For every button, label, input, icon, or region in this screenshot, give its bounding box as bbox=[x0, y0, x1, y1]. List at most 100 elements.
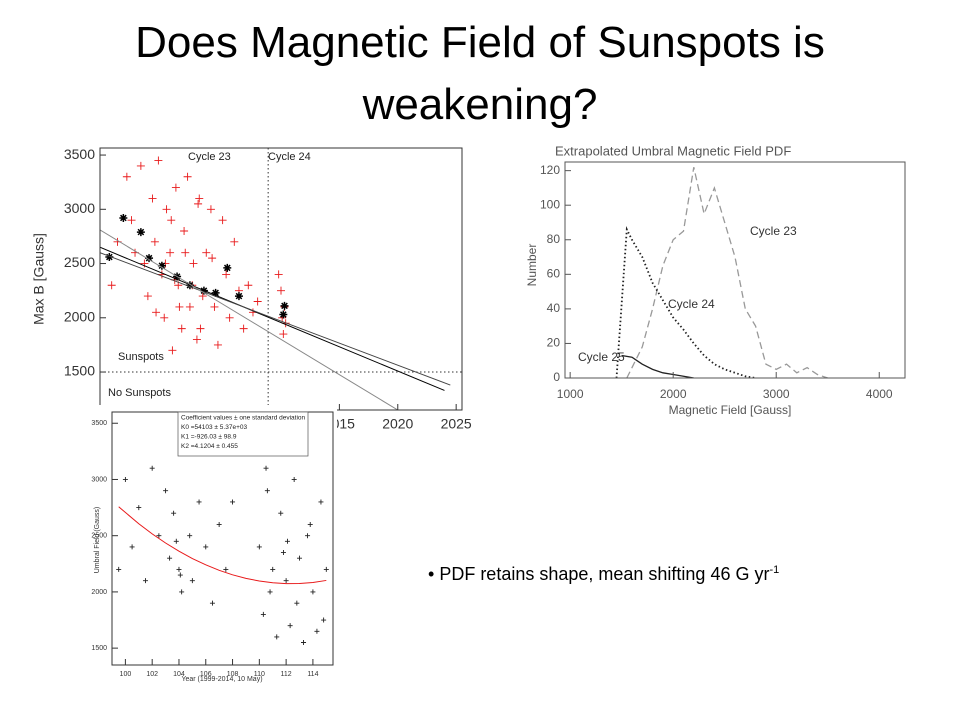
point bbox=[148, 194, 157, 203]
x-tick-label: 1000 bbox=[557, 387, 584, 401]
x-tick-label: 110 bbox=[254, 671, 265, 678]
point bbox=[234, 292, 243, 301]
point bbox=[230, 499, 236, 505]
point bbox=[177, 572, 183, 578]
point bbox=[196, 324, 205, 333]
slide-title: Does Magnetic Field of Sunspots is weake… bbox=[135, 18, 825, 129]
annotation: Cycle 23 bbox=[188, 151, 231, 163]
y-tick-label: 40 bbox=[547, 301, 561, 315]
y-tick-label: 3500 bbox=[91, 420, 107, 427]
legend-text: K1 =-926.03 ± 98.9 bbox=[181, 434, 237, 441]
y-tick-label: 0 bbox=[553, 370, 560, 384]
point bbox=[274, 634, 280, 640]
point bbox=[150, 237, 159, 246]
legend-text: K2 =4.1204 ± 0.455 bbox=[181, 443, 238, 450]
x-tick-label: 112 bbox=[281, 671, 292, 678]
point bbox=[206, 205, 215, 214]
point bbox=[277, 286, 285, 295]
y-tick-label: 3000 bbox=[64, 200, 95, 216]
y-tick-label: 1500 bbox=[64, 363, 95, 379]
point bbox=[189, 259, 198, 268]
point bbox=[256, 544, 262, 550]
series-line bbox=[100, 246, 445, 391]
series-label: Cycle 25 bbox=[578, 350, 625, 364]
point bbox=[145, 254, 154, 263]
point bbox=[270, 566, 276, 572]
point bbox=[171, 510, 177, 516]
point bbox=[294, 600, 300, 606]
point bbox=[152, 308, 161, 317]
point bbox=[162, 205, 171, 214]
point bbox=[157, 261, 166, 270]
point bbox=[195, 194, 204, 203]
series-label: Cycle 23 bbox=[750, 224, 797, 238]
point bbox=[194, 199, 203, 208]
point bbox=[222, 270, 231, 279]
point bbox=[307, 521, 313, 527]
point bbox=[187, 533, 193, 539]
point bbox=[203, 544, 209, 550]
point bbox=[122, 172, 131, 181]
plot-area bbox=[116, 443, 329, 646]
annotation: Sunspots bbox=[118, 351, 164, 363]
plot-area bbox=[100, 148, 462, 410]
y-tick-label: 80 bbox=[547, 232, 561, 246]
axes-frame bbox=[564, 161, 906, 379]
point bbox=[122, 476, 128, 482]
point bbox=[198, 292, 207, 301]
point bbox=[136, 161, 145, 170]
point bbox=[149, 465, 155, 471]
chart: 0 20 40 60 80 100 120 1000 2000 3000 4000 Cycle 23 C… bbox=[525, 143, 906, 417]
point bbox=[185, 281, 194, 290]
point bbox=[314, 628, 320, 634]
point bbox=[284, 538, 290, 544]
point bbox=[143, 292, 152, 301]
y-tick-label: 2000 bbox=[91, 589, 107, 596]
point bbox=[239, 324, 248, 333]
point bbox=[176, 566, 182, 572]
y-tick-label: 1500 bbox=[91, 645, 107, 652]
series-line bbox=[626, 167, 828, 378]
y-tick-label: 20 bbox=[547, 336, 561, 350]
point bbox=[223, 263, 232, 272]
x-tick-label: 2025 bbox=[441, 416, 472, 432]
bullet-text: PDF retains shape, mean shifting 46 G yr bbox=[439, 564, 770, 584]
point bbox=[175, 302, 184, 311]
plot-area bbox=[615, 167, 828, 378]
axes-frame bbox=[99, 147, 463, 411]
x-tick-label: 2020 bbox=[382, 416, 413, 432]
annotation: Cycle 24 bbox=[268, 151, 311, 163]
point bbox=[267, 589, 273, 595]
point bbox=[173, 538, 179, 544]
point bbox=[181, 248, 190, 257]
point bbox=[278, 510, 284, 516]
point bbox=[107, 281, 116, 290]
point bbox=[119, 213, 128, 222]
point bbox=[287, 623, 293, 629]
point bbox=[218, 216, 227, 225]
series-line bbox=[118, 506, 327, 585]
x-tick-label: 102 bbox=[146, 671, 158, 678]
point bbox=[260, 611, 266, 617]
point bbox=[213, 340, 222, 349]
x-axis-label: Year (1999-2014, 10 May) bbox=[181, 676, 262, 683]
point bbox=[323, 566, 329, 572]
point bbox=[136, 228, 145, 237]
point bbox=[142, 578, 148, 584]
y-tick-label: 60 bbox=[547, 266, 561, 280]
point bbox=[321, 617, 327, 623]
point bbox=[192, 335, 201, 344]
point bbox=[211, 288, 220, 297]
chart-title: Extrapolated Umbral Magnetic Field PDF bbox=[555, 143, 791, 158]
chart: 1500 2000 2500 3000 3500 100 102 104 106 108 110 11… bbox=[80, 405, 337, 695]
legend-box bbox=[177, 411, 309, 457]
point bbox=[279, 310, 288, 319]
point bbox=[129, 544, 135, 550]
x-tick-label: 100 bbox=[120, 671, 132, 678]
point bbox=[274, 270, 283, 279]
point bbox=[167, 555, 173, 561]
point bbox=[208, 254, 217, 263]
point bbox=[301, 640, 307, 646]
